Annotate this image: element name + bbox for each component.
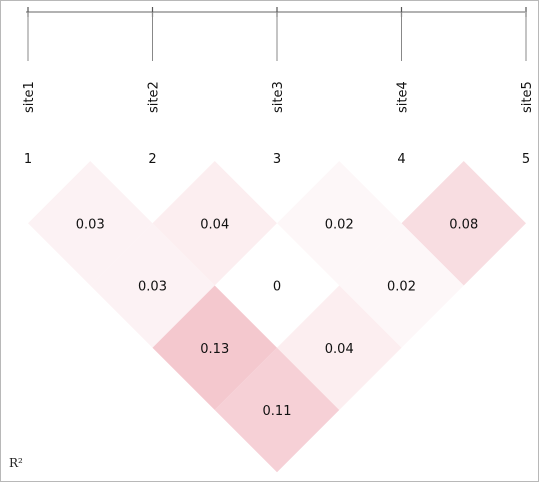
site-number: 1: [24, 152, 32, 167]
ld-cell-value: 0.13: [200, 342, 229, 357]
legend-label: R²: [9, 456, 23, 470]
ld-cell-value: 0.03: [76, 217, 105, 232]
site-number: 3: [273, 152, 281, 167]
ld-cell-value: 0.03: [138, 280, 167, 295]
sites-layer: site1 1 site2 2 site3 3 site4 4 site5 5: [22, 81, 535, 167]
site-label: site5: [520, 81, 535, 113]
ld-cell-value: 0: [273, 280, 281, 295]
ld-cell-value: 0.02: [325, 217, 354, 232]
ld-cell-value: 0.02: [387, 280, 416, 295]
ld-cell-value: 0.11: [263, 404, 292, 419]
cells-layer: [28, 161, 526, 473]
site-number: 2: [148, 152, 156, 167]
site-number: 4: [397, 152, 405, 167]
site-label: site2: [147, 81, 162, 113]
site-number: 5: [522, 152, 530, 167]
site-label: site3: [271, 81, 286, 113]
site-ruler: [26, 7, 527, 61]
site-label: site4: [396, 81, 411, 113]
cell-labels-layer: 0.03 0.04 0.02 0.08 0.03 0 0.02 0.13 0.04 0.11: [76, 217, 478, 419]
legend: R²: [9, 456, 23, 470]
site-label: site1: [22, 81, 37, 113]
ld-cell-value: 0.04: [200, 217, 229, 232]
ld-cell-value: 0.04: [325, 342, 354, 357]
ld-cell-value: 0.08: [449, 217, 478, 232]
ld-cell: [214, 347, 340, 473]
